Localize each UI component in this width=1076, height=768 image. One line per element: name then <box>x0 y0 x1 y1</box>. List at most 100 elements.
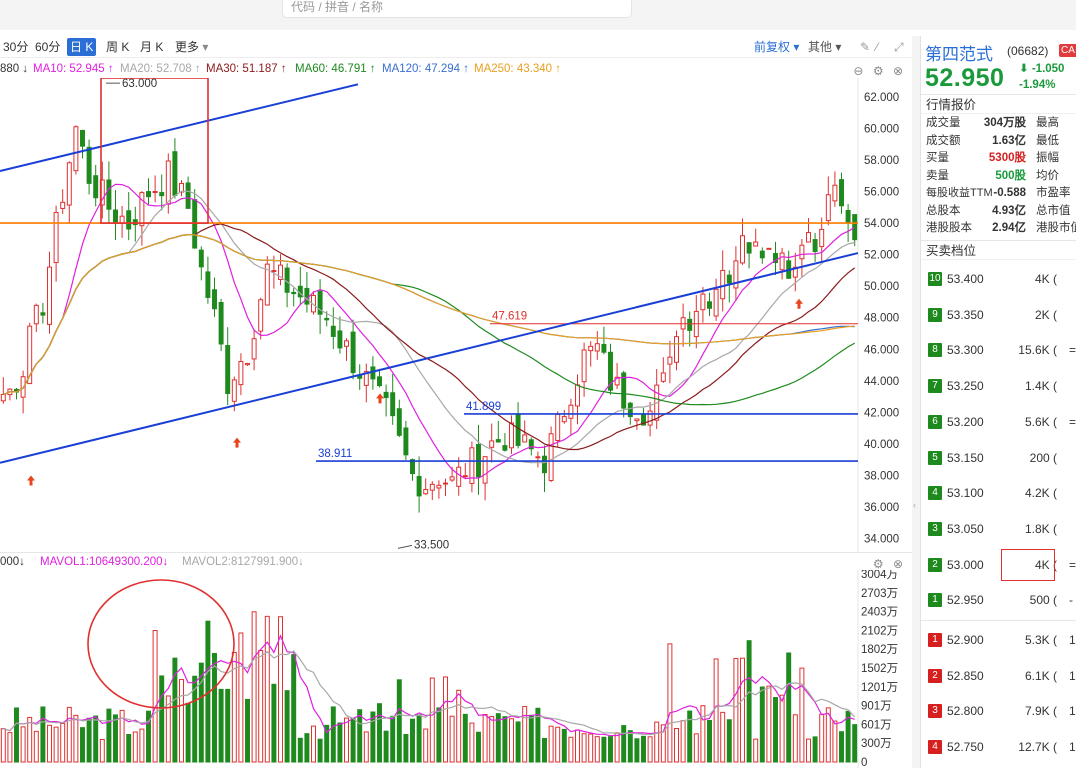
bid-level-row[interactable]: 1 52.900 5.3K (1 <box>921 622 1076 658</box>
y-tick-label: 62.000 <box>864 92 899 104</box>
volume-bar <box>324 724 330 763</box>
volume-bar <box>786 652 792 763</box>
level-badge: 2 <box>928 557 942 572</box>
volume-tick-label: 1502万 <box>861 663 898 675</box>
order-price: 53.150 <box>947 450 984 465</box>
orderbook-title: 买卖档位 <box>921 240 1076 260</box>
ma30-line <box>3 223 856 451</box>
chevron-left-icon[interactable]: ‹ <box>913 500 916 510</box>
y-tick-label: 46.000 <box>864 344 899 356</box>
period-week-k[interactable]: 周 K <box>106 40 130 54</box>
period-month-k[interactable]: 月 K <box>140 40 164 54</box>
volume-bar <box>53 726 59 763</box>
price-change-value: -1.050 <box>1031 63 1065 75</box>
bid-level-row[interactable]: 4 52.750 12.7K (1 <box>921 729 1076 765</box>
volume-bar <box>423 728 429 763</box>
order-tail: 1 <box>1069 633 1076 647</box>
candle-body <box>746 242 752 254</box>
volume-bar <box>185 702 191 763</box>
ask-level-row[interactable]: 5 53.150 200 ( <box>921 440 1076 476</box>
panel-splitter[interactable] <box>912 36 920 768</box>
search-input[interactable]: 代码 / 拼音 / 名称 <box>282 0 632 18</box>
close-icon[interactable]: ⊗ <box>892 557 906 571</box>
candle-body <box>792 266 798 278</box>
candle-body <box>264 263 270 306</box>
candle-body <box>555 413 561 441</box>
minus-icon[interactable]: ⊖ <box>853 64 867 78</box>
other-dropdown[interactable]: 其他 ▾ <box>808 39 841 55</box>
period-day-k[interactable]: 日 K <box>67 38 97 56</box>
candle-body <box>436 484 442 489</box>
pencil-icon[interactable]: ✎ <box>860 40 871 54</box>
volume-bar <box>806 738 811 763</box>
volume-bar <box>469 722 475 763</box>
y-tick-label: 44.000 <box>864 376 899 388</box>
candle-body <box>713 288 719 317</box>
period-30min[interactable]: 30分 <box>3 40 29 54</box>
ask-level-row[interactable]: 8 53.300 15.6K (= <box>921 332 1076 368</box>
settings-icon[interactable]: ⚙ <box>872 557 887 571</box>
ask-level-row[interactable]: 1 52.950 500 (- <box>921 582 1076 618</box>
brush-icon[interactable]: ⁄ <box>876 40 879 54</box>
bid-level-row[interactable]: 2 52.850 6.1K (1 <box>921 658 1076 694</box>
order-volume: 7.9K ( <box>1024 704 1057 719</box>
candle-body <box>449 476 455 481</box>
candle-body <box>608 351 613 391</box>
vol-legend-item: MAVOL1:10649300.200↓ <box>40 556 169 568</box>
volume-bar <box>304 733 310 763</box>
ask-level-row[interactable]: 6 53.200 5.6K (= <box>921 404 1076 440</box>
stock-name: 第四范式 <box>925 45 993 64</box>
quote-row: 总股本 4.93亿 总市值 <box>921 203 1076 220</box>
volume-bar <box>330 706 336 763</box>
close-icon[interactable]: ⊗ <box>892 64 906 78</box>
volume-bar <box>33 730 39 763</box>
candle-body <box>278 264 283 280</box>
volume-bar <box>568 736 574 763</box>
volume-bar <box>594 736 600 763</box>
up-arrow-icon <box>233 437 241 448</box>
period-more[interactable]: 更多 ▾ <box>172 38 211 56</box>
period-60min[interactable]: 60分 <box>35 40 61 54</box>
chevron-down-icon: ▾ <box>835 40 842 54</box>
arrow-down-icon: ⬇ <box>1019 63 1029 75</box>
candle-body <box>350 331 356 374</box>
quote-label: 最低 <box>1036 134 1059 147</box>
candle-body <box>27 325 33 385</box>
volume-bar <box>264 615 270 763</box>
candle-body <box>179 182 184 193</box>
volume-bar <box>779 694 785 763</box>
up-arrow-icon <box>27 475 35 486</box>
y-tick-label: 36.000 <box>864 502 899 514</box>
order-tail: 1 <box>1069 668 1076 683</box>
candle-body <box>423 488 429 495</box>
volume-bar <box>733 657 739 763</box>
ask-level-row[interactable]: 4 53.100 4.2K ( <box>921 475 1076 511</box>
volume-bar <box>106 708 112 763</box>
volume-bar <box>812 736 818 763</box>
level-badge: 5 <box>928 450 942 465</box>
candle-body <box>80 129 85 147</box>
order-volume: 500 ( <box>1029 593 1057 608</box>
price-chart[interactable]: 62.000 60.000 58.000 56.000 54.000 52.000 50.0… <box>0 78 912 768</box>
ask-level-row[interactable]: 10 53.400 4K ( <box>921 261 1076 297</box>
settings-icon[interactable]: ⚙ <box>872 64 887 78</box>
ask-level-row[interactable]: 7 53.250 1.4K ( <box>921 368 1076 404</box>
volume-bar <box>825 707 831 763</box>
volume-bar <box>647 736 653 763</box>
quote-value: 4.93亿 <box>992 204 1026 217</box>
volume-bar <box>482 714 488 763</box>
ask-level-row[interactable]: 9 53.350 2K ( <box>921 297 1076 333</box>
bid-level-row[interactable]: 3 52.800 7.9K (1 <box>921 693 1076 729</box>
low-pointer <box>397 544 413 549</box>
level-label: 41.899 <box>466 401 501 413</box>
ask-level-row[interactable]: 2 53.000 4K (= <box>921 547 1076 583</box>
volume-bar <box>132 731 138 763</box>
candle-body <box>825 194 831 222</box>
adjust-dropdown[interactable]: 前复权 ▾ <box>754 39 799 55</box>
fullscreen-icon[interactable]: ⤢ <box>894 40 904 54</box>
ask-level-row[interactable]: 3 53.050 1.8K ( <box>921 511 1076 547</box>
ma10-line <box>3 183 856 480</box>
quote-panel: 第四范式 (06682) CA 52.950 ⬇ -1.050 -1.94% 行… <box>920 36 1076 768</box>
candle-body <box>205 271 211 298</box>
volume-bar <box>47 724 52 763</box>
